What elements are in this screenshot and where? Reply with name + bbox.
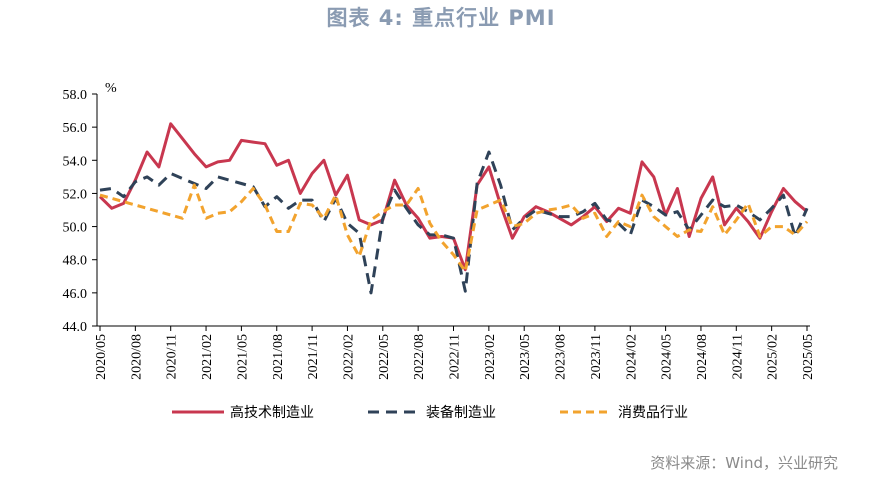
x-tick-label: 2020/11 [165, 334, 180, 379]
x-tick-label: 2025/02 [766, 334, 781, 380]
x-tick-label: 2024/08 [695, 334, 710, 380]
x-tick-label: 2025/05 [801, 334, 816, 380]
series-line-2 [99, 150, 809, 295]
x-axis: 2020/05 2020/08 2020/11 2021/02 2021/05 2021/… [94, 325, 816, 380]
x-tick-label: 2023/02 [483, 334, 498, 380]
y-tick-label: 46.0 [63, 287, 88, 302]
x-tick-label: 2021/02 [200, 334, 215, 380]
x-tick-label: 2021/08 [271, 334, 286, 380]
legend-label: 消费品行业 [618, 405, 688, 421]
x-tick-label: 2022/02 [341, 334, 356, 380]
x-tick-label: 2020/05 [94, 334, 109, 380]
y-tick-label: 50.0 [63, 221, 88, 236]
chart-title: 图表 4: 重点行业 PMI [326, 6, 556, 30]
y-tick-label: 52.0 [63, 187, 88, 202]
legend-label: 装备制造业 [426, 404, 496, 421]
x-tick-label: 2022/05 [377, 334, 392, 380]
legend-label: 高技术制造业 [230, 404, 314, 421]
x-tick-label: 2023/11 [589, 334, 604, 379]
y-tick-label: 44.0 [63, 320, 88, 335]
x-tick-label: 2021/05 [235, 334, 250, 380]
y-tick-label: 58.0 [63, 88, 88, 103]
x-tick-label: 2023/05 [518, 334, 533, 380]
x-tick-label: 2020/08 [129, 334, 144, 380]
series-lines [98, 122, 809, 295]
y-axis-unit-label: % [105, 81, 117, 96]
y-tick-label: 54.0 [63, 154, 88, 169]
y-tick-label: 56.0 [63, 121, 88, 136]
legend: 高技术制造业 装备制造业 消费品行业 [172, 404, 688, 421]
y-axis: 58.0 56.0 54.0 52.0 50.0 48.0 46.0 44.0 [63, 88, 98, 335]
x-tick-label: 2023/08 [554, 334, 569, 380]
x-tick-label: 2024/05 [660, 334, 675, 380]
series-line-1 [98, 122, 808, 272]
y-tick-label: 48.0 [63, 254, 88, 269]
x-tick-label: 2024/02 [624, 334, 639, 380]
x-tick-label: 2024/11 [730, 334, 745, 379]
source-note: 资料来源：Wind，兴业研究 [650, 454, 838, 472]
x-tick-label: 2022/08 [412, 334, 427, 380]
series-line-3 [99, 183, 809, 273]
x-tick-label: 2021/11 [306, 334, 321, 379]
x-tick-label: 2022/11 [448, 334, 463, 379]
